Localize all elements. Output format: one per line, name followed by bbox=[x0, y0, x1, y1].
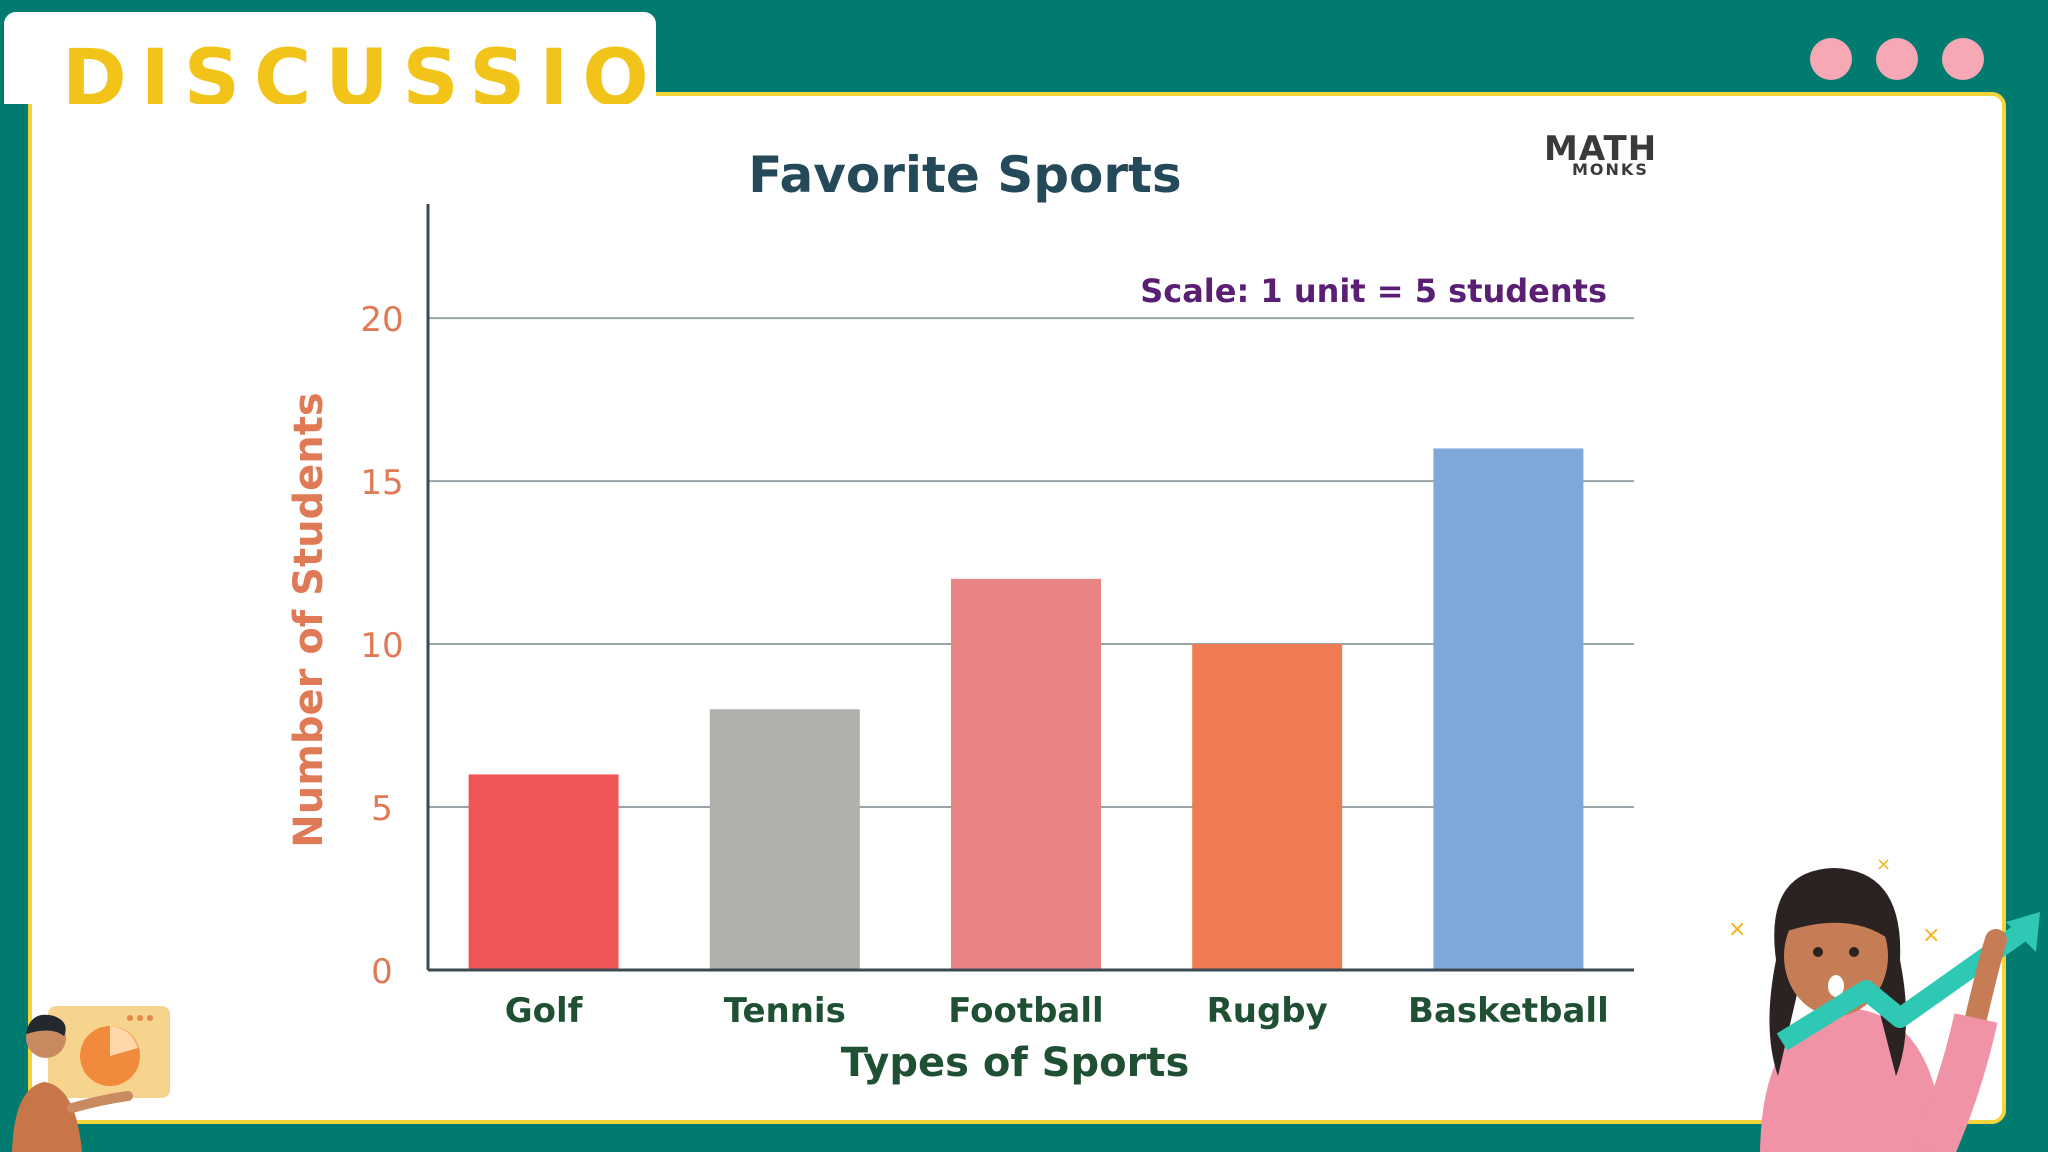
chart-annotation: Scale: 1 unit = 5 students bbox=[1140, 272, 1607, 310]
student-illustration: × × × bbox=[1728, 854, 2040, 1152]
bars bbox=[468, 448, 1584, 970]
x-tick-label: Rugby bbox=[1207, 991, 1328, 1031]
window-dots bbox=[1810, 38, 1984, 80]
math-monks-logo: MATH MONKS bbox=[1544, 132, 1662, 182]
bar bbox=[951, 578, 1101, 970]
x-tick-label: Football bbox=[948, 991, 1103, 1031]
svg-text:×: × bbox=[1728, 917, 1746, 942]
logo-subtext: MONKS bbox=[1572, 160, 1649, 179]
y-tick-label: 20 bbox=[360, 300, 403, 340]
bar bbox=[1192, 644, 1343, 970]
svg-text:×: × bbox=[1876, 854, 1891, 875]
chart-title: Favorite Sports bbox=[748, 146, 1181, 204]
x-tick-label: Tennis bbox=[724, 991, 846, 1031]
bar bbox=[709, 709, 860, 970]
y-tick-labels: 0 5 10 15 20 bbox=[360, 300, 403, 992]
bar bbox=[468, 774, 619, 970]
y-tick-label: 0 bbox=[371, 952, 393, 992]
x-tick-label: Golf bbox=[505, 991, 584, 1031]
y-tick-label: 10 bbox=[360, 626, 403, 666]
y-tick-label: 5 bbox=[371, 789, 393, 829]
logo-text: MATH bbox=[1544, 129, 1658, 169]
dot-icon bbox=[1810, 38, 1852, 80]
bar bbox=[1433, 448, 1584, 970]
svg-text:×: × bbox=[1922, 923, 1940, 948]
x-axis-label: Types of Sports bbox=[841, 1040, 1190, 1086]
header-tab: DISCUSSION bbox=[4, 12, 656, 104]
page-title: DISCUSSION bbox=[62, 34, 656, 104]
presenter-illustration bbox=[12, 1006, 170, 1152]
dot-icon bbox=[1942, 38, 1984, 80]
x-tick-labels: Golf Tennis Football Rugby Basketball bbox=[505, 991, 1609, 1031]
y-axis-label: Number of Students bbox=[286, 392, 332, 847]
x-tick-label: Basketball bbox=[1408, 991, 1609, 1031]
dot-icon bbox=[1876, 38, 1918, 80]
y-tick-label: 15 bbox=[360, 463, 403, 503]
